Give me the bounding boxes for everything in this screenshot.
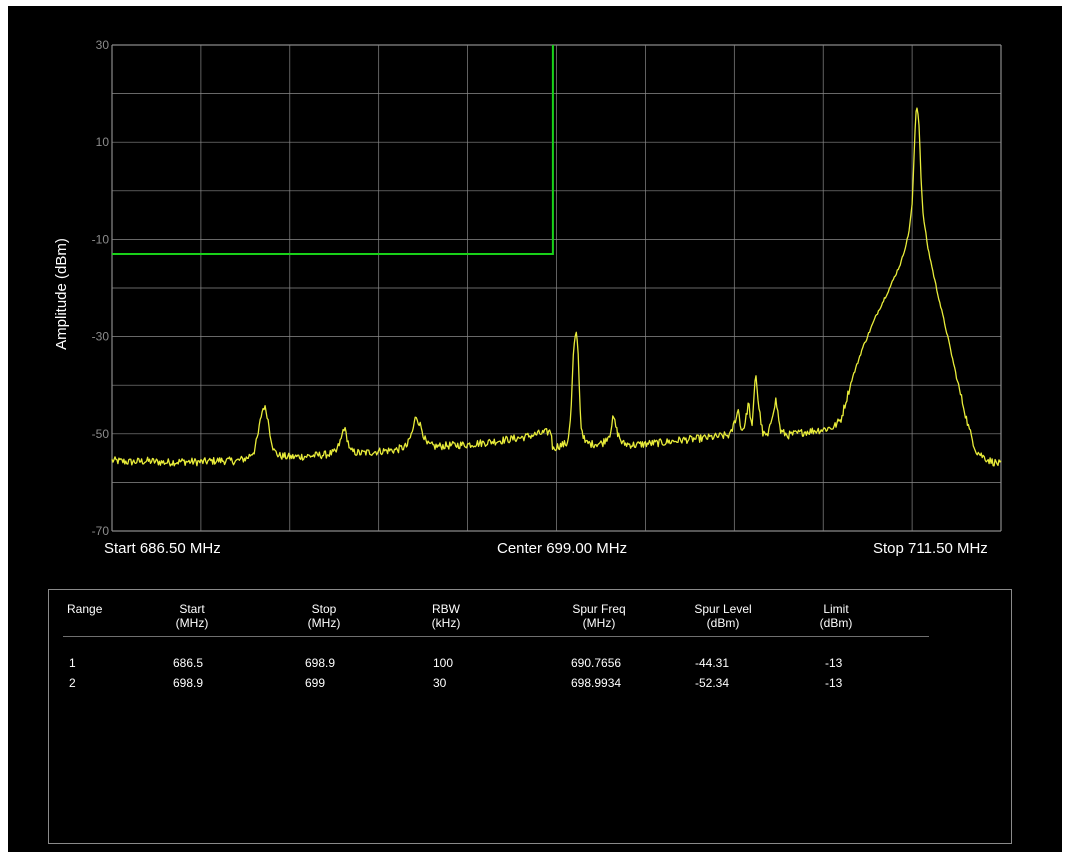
spectrum-chart: 30 10 -10 -30 -50 -70 Amplitude (dBm) (53, 38, 1002, 538)
header-stop: Stop (MHz) (307, 602, 341, 630)
cell-spur-freq: 698.9934 (571, 676, 622, 690)
y-tick-label: -30 (92, 330, 110, 344)
cell-start: 686.5 (173, 656, 204, 670)
start-frequency-label: Start 686.50 MHz (104, 540, 221, 557)
cell-range: 1 (69, 656, 76, 670)
cell-limit: -13 (825, 656, 843, 670)
y-axis-title: Amplitude (dBm) (53, 238, 70, 350)
header-spur-freq: Spur Freq (MHz) (572, 602, 626, 630)
header-rbw: RBW (kHz) (431, 602, 461, 630)
stop-frequency-label: Stop 711.50 MHz (873, 540, 988, 557)
cell-start: 698.9 (173, 676, 204, 690)
center-frequency-label: Center 699.00 MHz (497, 540, 628, 557)
header-limit: Limit (dBm) (819, 602, 853, 630)
cell-limit: -13 (825, 676, 843, 690)
analyzer-screen: 30 10 -10 -30 -50 -70 Amplitude (dBm) Start 6… (8, 6, 1062, 852)
cell-stop: 699 (305, 676, 326, 690)
cell-spur-freq: 690.7656 (571, 656, 622, 670)
cell-spur-level: -52.34 (695, 676, 730, 690)
cell-rbw: 100 (433, 656, 454, 670)
y-tick-label: -50 (92, 427, 110, 441)
y-tick-label: 30 (96, 38, 110, 52)
header-range: Range (67, 602, 103, 616)
cell-range: 2 (69, 676, 76, 690)
table-row: 2 698.9 699 30 698.9934 -52.34 -13 (49, 676, 1011, 692)
table-row: 1 686.5 698.9 100 690.7656 -44.31 -13 (49, 656, 1011, 672)
y-axis-ticks: 30 10 -10 -30 -50 -70 (92, 38, 110, 538)
grid (111, 44, 1002, 532)
header-start: Start (MHz) (175, 602, 209, 630)
cell-rbw: 30 (433, 676, 447, 690)
y-tick-label: -10 (92, 232, 110, 246)
table-divider (63, 636, 929, 637)
spectrum-trace (111, 107, 1002, 467)
cell-stop: 698.9 (305, 656, 336, 670)
header-spur-level: Spur Level (dBm) (694, 602, 752, 630)
y-tick-label: -70 (92, 524, 110, 538)
limit-line (112, 45, 554, 255)
spur-results-table: Range Start (MHz) Stop (MHz) RBW (kHz) Spur… (48, 589, 1012, 844)
cell-spur-level: -44.31 (695, 656, 730, 670)
y-tick-label: 10 (96, 135, 110, 149)
